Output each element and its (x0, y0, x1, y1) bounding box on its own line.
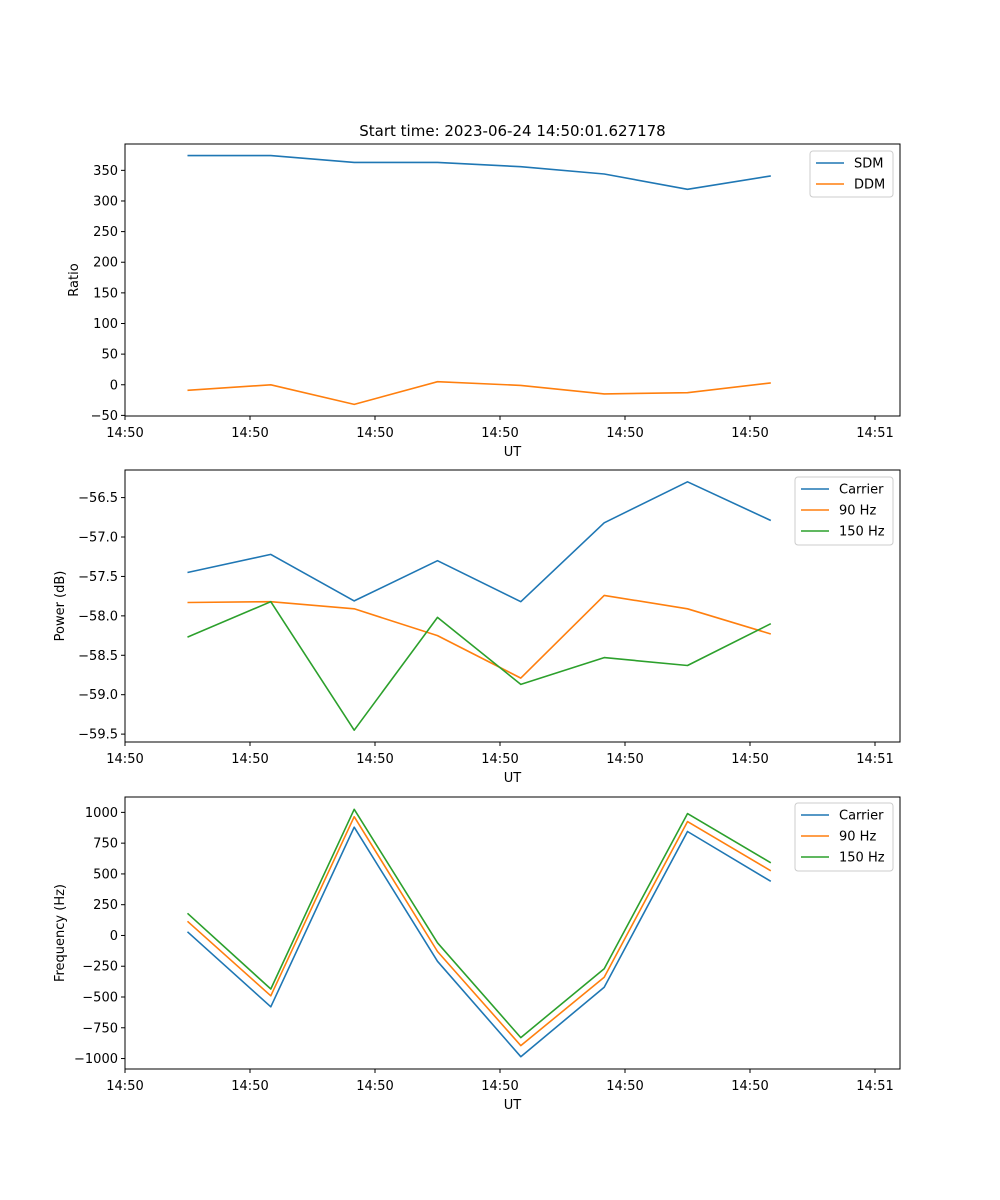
legend-label: SDM (854, 157, 883, 172)
legend-label: Carrier (839, 483, 884, 498)
legend-label: 150 Hz (839, 525, 885, 540)
x-tick-label: 14:50 (106, 752, 143, 767)
y-tick-label: 0 (110, 378, 118, 393)
y-tick-label: −1000 (74, 1052, 118, 1067)
y-tick-label: 150 (93, 286, 118, 301)
x-tick-label: 14:50 (481, 752, 518, 767)
y-tick-label: −58.0 (78, 609, 118, 624)
x-tick-label: 14:51 (856, 426, 893, 441)
series-line-150-hz (186, 808, 772, 1039)
plot-area (124, 469, 901, 743)
series-line-90-hz (186, 815, 772, 1047)
y-tick-label: −57.0 (78, 531, 118, 546)
y-tick-label: 250 (93, 898, 118, 913)
series-line-90-hz (187, 594, 772, 679)
y-tick-label: 300 (93, 194, 118, 209)
plot-area (124, 143, 901, 417)
y-tick-label: −58.5 (78, 649, 118, 664)
chart-panel-3: −1000 −750 −500 −250 0 250 500 750 1000 14:50 14:5… (53, 796, 901, 1113)
series-line-ddm (187, 380, 771, 406)
legend-label: Carrier (839, 809, 884, 824)
y-tick-label: 50 (101, 348, 118, 363)
x-tick-label: 14:50 (481, 426, 518, 441)
y-tick-label: 750 (93, 837, 118, 852)
x-axis-label: UT (504, 1098, 522, 1113)
x-tick-label: 14:51 (856, 752, 893, 767)
x-tick-label: 14:50 (231, 752, 268, 767)
y-tick-label: −56.5 (78, 491, 118, 506)
series-line-carrier (187, 480, 772, 603)
y-tick-label: −500 (82, 991, 118, 1006)
x-tick-label: 14:50 (731, 426, 768, 441)
chart-panel-1: Start time: 2023-06-24 14:50:01.627178 −5… (67, 122, 901, 460)
y-tick-label: 1000 (85, 806, 118, 821)
y-tick-label: −59.5 (78, 728, 118, 743)
legend-box (794, 476, 894, 546)
x-axis-label: UT (504, 445, 522, 460)
legend-label: DDM (854, 178, 885, 193)
series-line-sdm (187, 154, 771, 191)
y-tick-label: −50 (91, 409, 118, 424)
y-tick-label: 250 (93, 225, 118, 240)
y-tick-label: 100 (93, 317, 118, 332)
chart-panel-2: −59.5 −59.0 −58.5 −58.0 −57.5 −57.0 −56.5 14:50… (53, 469, 901, 786)
y-axis-label: Frequency (Hz) (53, 884, 68, 982)
y-axis-label: Ratio (67, 263, 82, 296)
x-tick-label: 14:50 (356, 1079, 393, 1094)
series-line-carrier (186, 826, 772, 1058)
y-tick-label: −250 (82, 960, 118, 975)
plot-area (124, 796, 901, 1070)
legend: Carrier 90 Hz 150 Hz (794, 476, 894, 546)
y-tick-label: 0 (110, 929, 118, 944)
y-tick-label: 200 (93, 256, 118, 271)
legend: SDM DDM (809, 150, 894, 198)
x-tick-label: 14:50 (231, 1079, 268, 1094)
x-tick-label: 14:50 (481, 1079, 518, 1094)
x-tick-label: 14:50 (606, 426, 643, 441)
y-tick-label: 350 (93, 164, 118, 179)
y-tick-label: −750 (82, 1021, 118, 1036)
y-axis-label: Power (dB) (53, 571, 68, 642)
legend-box (794, 802, 894, 872)
x-tick-label: 14:50 (731, 752, 768, 767)
y-tick-label: 500 (93, 867, 118, 882)
legend-label: 150 Hz (839, 851, 885, 866)
x-tick-label: 14:51 (856, 1079, 893, 1094)
x-tick-label: 14:50 (606, 1079, 643, 1094)
x-tick-label: 14:50 (356, 426, 393, 441)
legend-label: 90 Hz (839, 830, 876, 845)
x-tick-label: 14:50 (231, 426, 268, 441)
x-tick-label: 14:50 (356, 752, 393, 767)
chart-title: Start time: 2023-06-24 14:50:01.627178 (359, 122, 665, 140)
x-axis-label: UT (504, 771, 522, 786)
legend: Carrier 90 Hz 150 Hz (794, 802, 894, 872)
series-line-150-hz (187, 600, 772, 732)
y-tick-label: −59.0 (78, 688, 118, 703)
x-tick-label: 14:50 (606, 752, 643, 767)
y-tick-label: −57.5 (78, 570, 118, 585)
x-tick-label: 14:50 (106, 1079, 143, 1094)
x-tick-label: 14:50 (731, 1079, 768, 1094)
x-tick-label: 14:50 (106, 426, 143, 441)
legend-label: 90 Hz (839, 504, 876, 519)
